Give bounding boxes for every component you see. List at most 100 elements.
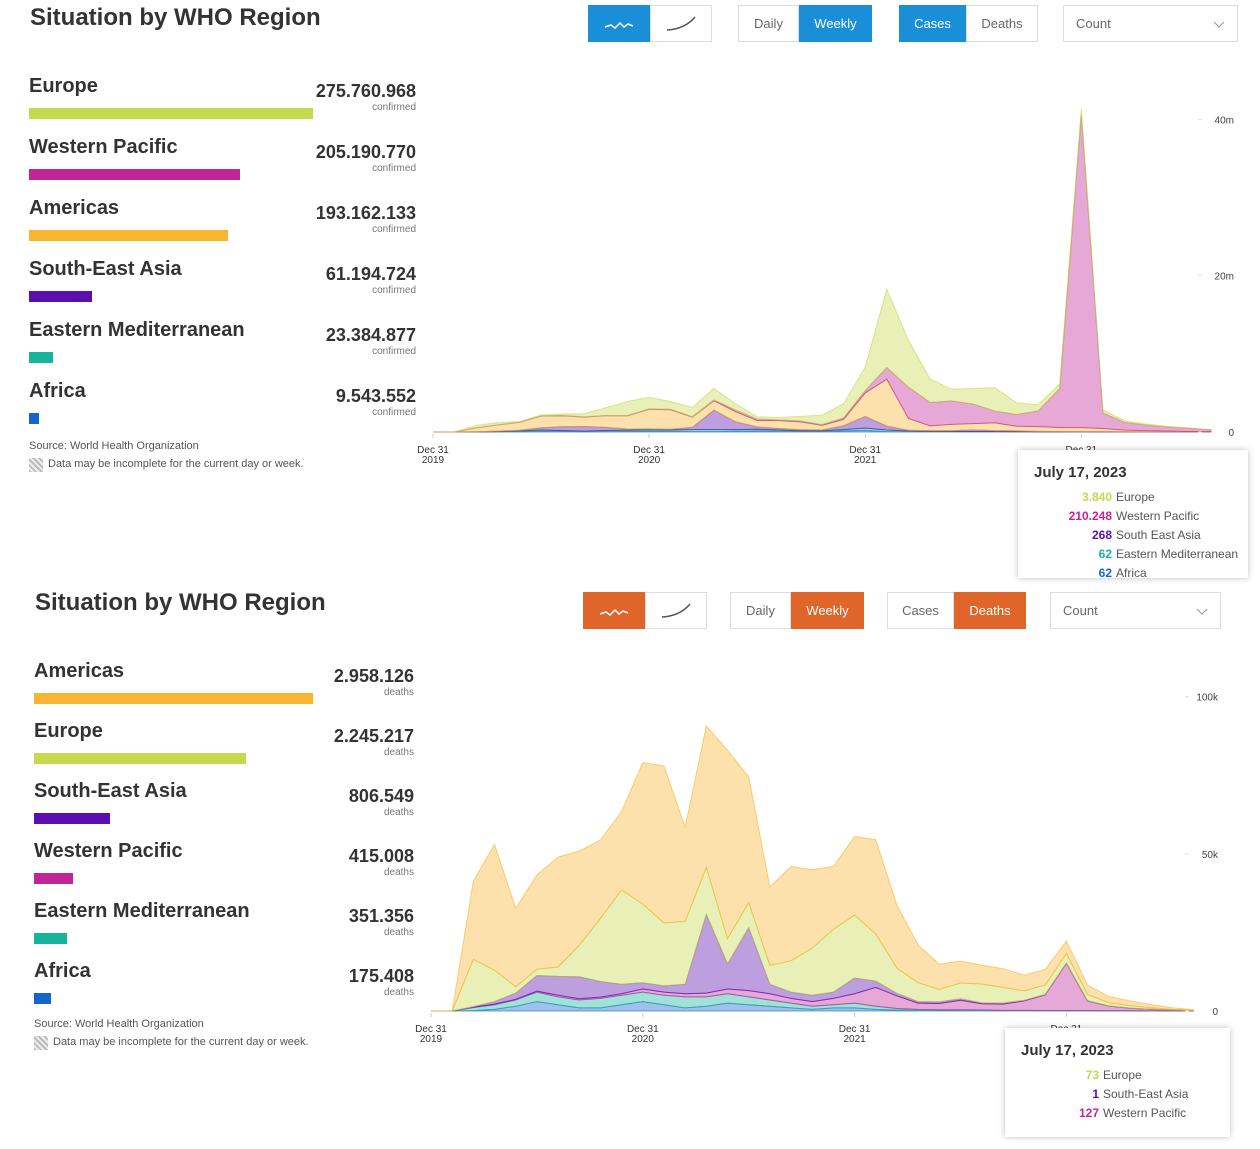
region-unit: deaths [383,927,414,938]
region-name: Europe [34,720,103,742]
toggle-button[interactable]: Daily [738,5,799,42]
region-total: 193.162.133 [315,203,416,223]
chart-style-button[interactable] [645,592,707,629]
chart-style-button[interactable] [588,5,650,42]
toggle-button[interactable]: Cases [899,5,966,42]
area [433,378,1212,433]
tooltip-region: Western Pacific [1103,1106,1187,1120]
toggle-button[interactable]: Deaths [954,592,1026,629]
region-bar [34,813,111,824]
icon [604,21,634,29]
area [431,962,1194,1012]
dropdown[interactable]: Count [1063,5,1238,42]
note: Data may be incomplete for the current d… [34,1036,309,1050]
region-bar [34,873,74,884]
region-unit: confirmed [372,224,416,235]
area [433,108,1212,433]
icon [661,603,691,618]
y-tick-label: 40m [1215,115,1234,126]
region-total: 2.958.126 [333,666,414,686]
y-tick-label: 0 [1212,1007,1218,1018]
chevron-line [1196,608,1208,615]
icon [666,16,696,31]
area [431,724,1194,1012]
tooltip-date: July 17, 2023 [1021,1042,1114,1059]
hatch-icon [34,1036,48,1050]
region-name: Africa [34,960,91,982]
x-tick-label: Dec 31 2020 [626,1024,659,1045]
region-unit: deaths [383,867,414,878]
region-bar [34,933,68,944]
chart-style-button[interactable] [650,5,712,42]
region-bar [29,169,241,180]
region-total: 415.008 [348,846,414,866]
x-tick-label: Dec 31 2019 [415,1024,447,1045]
toggle-button[interactable]: Weekly [799,5,872,42]
chevron-line [1213,21,1225,28]
region-bar [34,993,51,1004]
x-tick-label: Dec 31 2020 [633,445,665,466]
area [433,114,1212,433]
y-tick-label: 50k [1202,850,1219,861]
dropdown-label: Count [1076,16,1111,31]
source: Source: World Health Organization [29,440,199,452]
note: Data may be incomplete for the current d… [29,458,304,472]
region-total: 205.190.770 [315,142,416,162]
note-text: Data may be incomplete for the current d… [53,1036,309,1048]
toggle-button[interactable]: Weekly [791,592,864,629]
tooltip-value: 268 [1091,528,1112,542]
chart-style-button[interactable] [583,592,645,629]
tooltip-region: Europe [1103,1068,1142,1082]
region-bar [34,693,313,704]
region-name: Americas [29,197,120,219]
y-tick-label: 0 [1228,428,1234,439]
region-unit: deaths [383,747,414,758]
tooltip-value: 1 [1092,1087,1099,1101]
tooltip-region: South-East Asia [1103,1087,1189,1101]
tooltip: July 17, 2023 73 Europe 1 South-East Asia 127… [1005,1028,1230,1137]
region-name: Western Pacific [29,136,178,158]
region-bar [34,753,246,764]
region-unit: deaths [383,987,414,998]
tooltip-value: 62 [1098,566,1112,580]
toggle-button[interactable]: Cases [887,592,954,629]
region-unit: confirmed [372,346,416,357]
x-tick-label: Dec 31 2021 [849,445,882,466]
source: Source: World Health Organization [34,1018,204,1030]
region-unit: deaths [383,687,414,698]
panel-title: Situation by WHO Region [30,4,321,31]
area [433,429,1212,433]
tooltip-region: South East Asia [1116,528,1201,542]
panel-title: Situation by WHO Region [35,589,326,616]
region-name: South-East Asia [34,780,187,802]
region-total: 2.245.217 [333,726,414,746]
region-total: 351.356 [348,906,414,926]
note-text: Data may be incomplete for the current d… [48,458,304,470]
region-total: 9.543.552 [335,386,416,406]
area [433,409,1212,433]
dropdown[interactable]: Count [1050,592,1221,629]
region-total: 806.549 [348,786,414,806]
area [431,865,1194,1012]
region-total: 61.194.724 [325,264,416,284]
icon-line [661,603,691,618]
region-name: Western Pacific [34,840,183,862]
icon-line [604,21,634,29]
toggle-button[interactable]: Deaths [966,5,1038,42]
x-tick-label: Dec 31 2021 [838,1024,871,1045]
region-unit: confirmed [372,285,416,296]
region-name: Europe [29,75,98,97]
region-total: 23.384.877 [325,325,416,345]
chevron [1196,608,1208,615]
region-unit: confirmed [372,102,416,113]
x-tick-label: Dec 31 2019 [417,445,449,466]
tooltip-region: Eastern Mediterranean [1116,547,1239,561]
tooltip-value: 210.248 [1068,509,1112,523]
tooltip-region: Africa [1116,566,1147,580]
toggle-button[interactable]: Daily [730,592,791,629]
y-tick-label: 100k [1196,693,1219,704]
area [433,427,1212,433]
region-bar [29,352,54,363]
region-bar [29,413,39,424]
